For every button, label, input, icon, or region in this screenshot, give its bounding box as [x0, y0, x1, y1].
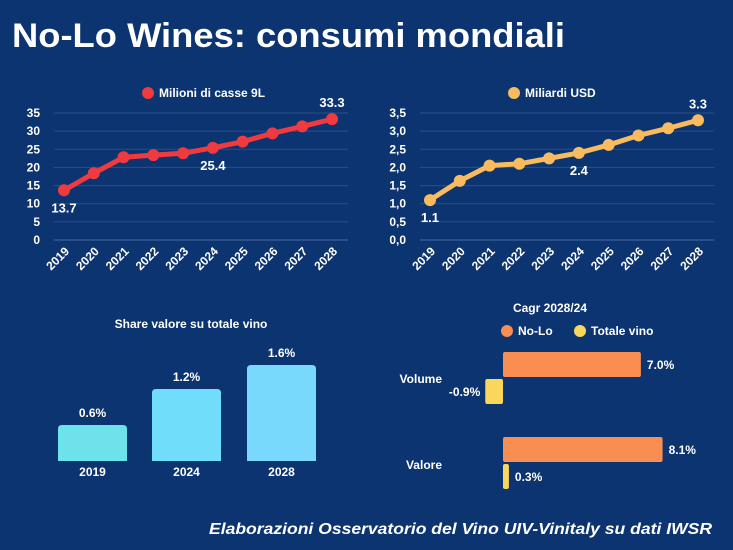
bar	[152, 389, 221, 461]
data-label: 1.1	[421, 210, 439, 225]
data-label: -0.9%	[449, 385, 481, 399]
bar	[58, 425, 127, 461]
legend-label: No-Lo	[518, 324, 553, 338]
bar	[485, 379, 503, 404]
bar	[503, 437, 663, 462]
y-tick-label: 35	[27, 106, 41, 120]
page-title: No-Lo Wines: consumi mondiali	[12, 17, 565, 55]
data-point	[513, 157, 526, 170]
data-label: 33.3	[319, 95, 344, 110]
bar	[247, 365, 316, 461]
data-point	[424, 194, 436, 207]
data-point	[453, 174, 466, 187]
y-tick-label: 0,0	[389, 233, 406, 247]
data-point	[177, 147, 190, 160]
source-footer: Elaborazioni Osservatorio del Vino UIV-V…	[209, 521, 712, 538]
chart-title: Cagr 2028/24	[513, 301, 587, 315]
y-tick-label: 3,0	[389, 124, 406, 138]
share-bar-chart: Share valore su totale vino 0.6% 2019 1.2% 2…	[58, 317, 316, 479]
y-tick-label: 2,5	[389, 142, 406, 156]
y-tick-label: 0,5	[389, 215, 406, 229]
data-label: 0.3%	[515, 470, 543, 484]
y-tick-label: 15	[27, 179, 41, 193]
legend-label: Miliardi USD	[525, 86, 596, 100]
data-point	[632, 129, 645, 142]
data-point	[662, 122, 675, 135]
data-point	[236, 135, 249, 148]
y-tick-label: 5	[33, 215, 40, 229]
data-label: 3.3	[689, 96, 707, 111]
data-label: 8.1%	[669, 443, 697, 457]
data-point	[58, 184, 70, 197]
data-point	[296, 120, 309, 133]
series-line	[428, 117, 699, 203]
y-tick-label: 1,5	[389, 179, 406, 193]
data-point	[266, 127, 279, 140]
y-tick-label: 0	[33, 233, 40, 247]
y-tick-label: 30	[27, 124, 41, 138]
data-label: 0.6%	[79, 406, 107, 420]
y-tick-label: 1,0	[389, 197, 406, 211]
y-tick-label: 25	[27, 142, 41, 156]
data-point	[326, 113, 338, 126]
cagr-bar-chart: Cagr 2028/24 No-Lo Totale vino Volume 7.0% -0…	[400, 301, 697, 489]
x-tick-label: 2028	[268, 465, 295, 479]
data-label: 1.2%	[173, 370, 201, 384]
x-tick-label: 2024	[173, 465, 200, 479]
bar	[503, 352, 641, 377]
legend-marker	[574, 325, 586, 337]
legend-marker	[508, 87, 520, 99]
legend-label: Totale vino	[591, 324, 653, 338]
data-label: 25.4	[200, 158, 226, 173]
data-point	[87, 167, 100, 180]
legend-label: Milioni di casse 9L	[159, 86, 265, 100]
data-label: 1.6%	[268, 346, 296, 360]
data-label: 13.7	[51, 200, 76, 215]
category-label: Valore	[406, 458, 442, 472]
y-tick-label: 20	[27, 160, 41, 174]
y-tick-label: 10	[27, 197, 41, 211]
category-label: Volume	[400, 372, 443, 386]
data-point	[543, 152, 556, 165]
bar	[503, 464, 509, 489]
legend-marker	[501, 325, 513, 337]
y-tick-label: 3,5	[389, 106, 406, 120]
data-point	[483, 159, 496, 172]
data-point	[602, 138, 615, 151]
data-label: 7.0%	[647, 358, 675, 372]
chart-title: Share valore su totale vino	[115, 317, 268, 331]
data-point	[206, 141, 219, 154]
data-point	[692, 114, 704, 127]
data-point	[117, 151, 130, 164]
data-label: 2.4	[570, 163, 589, 178]
legend-marker	[142, 87, 154, 99]
y-tick-label: 2,0	[389, 160, 406, 174]
series-line	[62, 116, 333, 193]
data-point	[147, 149, 160, 162]
data-point	[572, 146, 585, 159]
x-tick-label: 2019	[79, 465, 106, 479]
